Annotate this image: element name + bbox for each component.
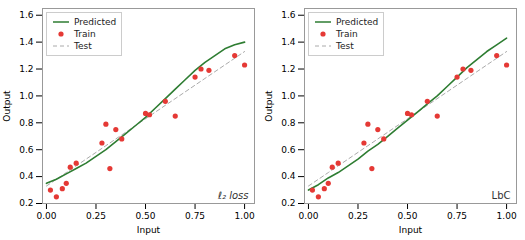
svg-text:1.0: 1.0 xyxy=(281,91,296,101)
svg-text:0.6: 0.6 xyxy=(281,145,296,155)
svg-text:1.00: 1.00 xyxy=(497,211,517,221)
svg-text:0.4: 0.4 xyxy=(19,171,34,181)
svg-text:Output: Output xyxy=(2,90,12,122)
svg-text:0.00: 0.00 xyxy=(36,211,56,221)
svg-text:Input: Input xyxy=(399,225,423,235)
svg-text:ℓ₂ loss: ℓ₂ loss xyxy=(218,190,249,201)
svg-text:1.4: 1.4 xyxy=(281,37,296,47)
svg-text:0.6: 0.6 xyxy=(19,145,34,155)
svg-text:0.25: 0.25 xyxy=(348,211,368,221)
svg-text:1.6: 1.6 xyxy=(281,10,296,20)
svg-text:0.75: 0.75 xyxy=(185,211,205,221)
svg-text:Input: Input xyxy=(137,225,161,235)
svg-text:0.8: 0.8 xyxy=(281,118,296,128)
svg-text:1.0: 1.0 xyxy=(19,91,34,101)
svg-text:Output: Output xyxy=(264,90,274,122)
svg-text:0.00: 0.00 xyxy=(298,211,318,221)
svg-text:1.2: 1.2 xyxy=(281,64,295,74)
svg-text:0.25: 0.25 xyxy=(86,211,106,221)
svg-text:0.2: 0.2 xyxy=(281,198,295,208)
svg-text:1.4: 1.4 xyxy=(19,37,34,47)
html-text:Test: Test xyxy=(74,41,92,51)
svg-text:0.8: 0.8 xyxy=(19,118,34,128)
html-text:Train: Train xyxy=(74,29,96,39)
svg-text:0.4: 0.4 xyxy=(281,171,296,181)
html-text:Predicted: Predicted xyxy=(74,17,117,27)
html-text:Train: Train xyxy=(336,29,358,39)
svg-text:0.75: 0.75 xyxy=(447,211,467,221)
svg-text:LbC: LbC xyxy=(492,190,511,201)
html-text:Test: Test xyxy=(336,41,354,51)
svg-text:1.00: 1.00 xyxy=(235,211,255,221)
svg-text:0.2: 0.2 xyxy=(19,198,33,208)
svg-text:0.50: 0.50 xyxy=(136,211,156,221)
svg-text:1.2: 1.2 xyxy=(19,64,33,74)
svg-text:0.50: 0.50 xyxy=(398,211,418,221)
html-text:Predicted: Predicted xyxy=(336,17,379,27)
svg-text:1.6: 1.6 xyxy=(19,10,34,20)
